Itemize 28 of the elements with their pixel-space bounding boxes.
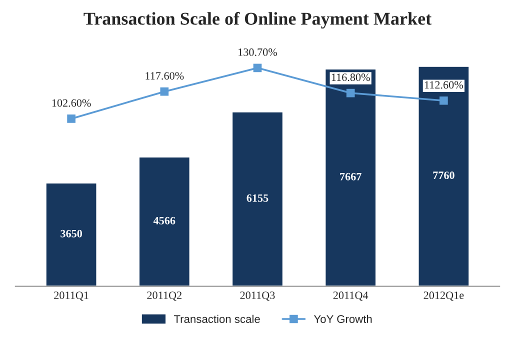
x-tick-label: 2012Q1e bbox=[424, 292, 464, 301]
chart-title: Transaction Scale of Online Payment Market bbox=[84, 12, 432, 29]
bar bbox=[324, 68, 377, 286]
data-label: 116.80% bbox=[332, 74, 370, 82]
bar bbox=[231, 111, 284, 286]
point bbox=[440, 96, 448, 105]
data-label: 102.60% bbox=[52, 99, 91, 107]
data-label: 6155 bbox=[246, 194, 268, 202]
bar bbox=[138, 156, 191, 286]
bar bbox=[45, 182, 98, 286]
legend-label: YoY Growth bbox=[314, 314, 372, 324]
data-label: 7760 bbox=[433, 172, 454, 180]
data-label: 3650 bbox=[60, 230, 82, 238]
x-tick-label: 2011Q3 bbox=[240, 292, 275, 301]
point bbox=[67, 114, 76, 123]
point bbox=[346, 88, 355, 98]
x-tick-label: 2011Q2 bbox=[147, 292, 182, 301]
x-tick-label: 2011Q4 bbox=[333, 292, 368, 301]
data-label: 130.70% bbox=[238, 48, 278, 56]
point bbox=[160, 87, 169, 96]
data-label: 112.60% bbox=[424, 81, 464, 89]
legend-label: Transaction scale bbox=[174, 314, 260, 324]
bar bbox=[417, 66, 470, 286]
x-tick-label: 2011Q1 bbox=[54, 292, 88, 301]
data-label: 4566 bbox=[153, 216, 176, 224]
point bbox=[253, 64, 262, 72]
data-label: 7667 bbox=[340, 172, 362, 180]
data-label: 117.60% bbox=[146, 72, 184, 80]
